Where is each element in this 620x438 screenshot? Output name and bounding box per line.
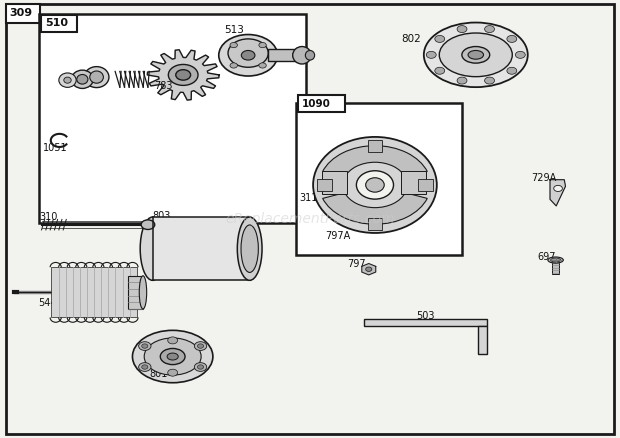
Ellipse shape: [356, 171, 394, 199]
Circle shape: [197, 365, 203, 369]
Circle shape: [507, 35, 517, 42]
Ellipse shape: [228, 39, 268, 67]
Polygon shape: [148, 50, 219, 100]
Ellipse shape: [140, 276, 147, 309]
Ellipse shape: [84, 67, 109, 88]
Polygon shape: [362, 264, 376, 275]
Circle shape: [142, 365, 148, 369]
Bar: [365, 319, 487, 326]
Wedge shape: [322, 146, 427, 177]
Ellipse shape: [167, 353, 178, 360]
Circle shape: [457, 77, 467, 84]
Wedge shape: [322, 193, 427, 224]
Text: 803: 803: [153, 211, 171, 220]
Text: 311: 311: [299, 193, 318, 203]
Bar: [401, 171, 426, 194]
Ellipse shape: [468, 50, 484, 59]
Text: 503: 503: [417, 311, 435, 321]
Bar: [268, 49, 302, 61]
Text: 510: 510: [45, 18, 68, 28]
Bar: [153, 217, 250, 280]
Circle shape: [139, 342, 151, 350]
Bar: [298, 95, 345, 112]
Ellipse shape: [77, 74, 88, 84]
Circle shape: [168, 369, 177, 376]
Ellipse shape: [306, 50, 314, 60]
Polygon shape: [550, 180, 565, 206]
Text: 544: 544: [38, 298, 56, 308]
Circle shape: [435, 67, 445, 74]
Circle shape: [427, 51, 436, 58]
Circle shape: [366, 267, 372, 272]
Ellipse shape: [140, 217, 165, 280]
Circle shape: [175, 70, 190, 80]
Text: 310: 310: [39, 212, 58, 222]
Circle shape: [197, 344, 203, 348]
Bar: [41, 14, 77, 32]
Circle shape: [457, 25, 467, 32]
Ellipse shape: [440, 33, 512, 77]
Circle shape: [142, 344, 148, 348]
Ellipse shape: [293, 46, 311, 64]
Bar: [552, 261, 559, 274]
Ellipse shape: [71, 70, 93, 88]
Ellipse shape: [237, 217, 262, 280]
Text: 697: 697: [538, 252, 556, 262]
Text: 1051: 1051: [43, 143, 68, 153]
Circle shape: [259, 42, 266, 48]
Ellipse shape: [241, 50, 255, 60]
Circle shape: [168, 337, 177, 344]
Ellipse shape: [548, 257, 564, 263]
Bar: [317, 179, 332, 191]
Ellipse shape: [551, 258, 560, 262]
Bar: [368, 140, 383, 152]
Ellipse shape: [133, 330, 213, 383]
Circle shape: [230, 63, 237, 68]
Ellipse shape: [90, 71, 104, 83]
Bar: [296, 103, 462, 255]
Bar: [6, 4, 40, 22]
Bar: [128, 276, 143, 309]
Circle shape: [259, 63, 266, 68]
Text: 797A: 797A: [326, 230, 351, 240]
Ellipse shape: [64, 77, 71, 83]
Text: 802: 802: [402, 34, 422, 44]
Text: 797: 797: [347, 258, 366, 268]
Bar: [51, 267, 137, 318]
Circle shape: [169, 64, 198, 85]
Text: 513: 513: [224, 25, 244, 35]
Circle shape: [194, 363, 206, 371]
Text: 729A: 729A: [531, 173, 557, 183]
Ellipse shape: [313, 137, 437, 233]
Bar: [368, 218, 383, 230]
Ellipse shape: [219, 35, 278, 76]
Ellipse shape: [462, 46, 490, 63]
Circle shape: [194, 342, 206, 350]
Circle shape: [507, 67, 517, 74]
Ellipse shape: [241, 225, 259, 272]
Ellipse shape: [59, 73, 76, 87]
Ellipse shape: [141, 220, 155, 230]
Ellipse shape: [424, 22, 528, 87]
Text: 783: 783: [154, 81, 172, 91]
Circle shape: [515, 51, 525, 58]
Bar: [418, 179, 433, 191]
Circle shape: [554, 185, 562, 191]
Ellipse shape: [366, 178, 384, 192]
Circle shape: [485, 25, 495, 32]
Bar: [322, 171, 347, 194]
Text: 309: 309: [9, 8, 32, 18]
Circle shape: [485, 77, 495, 84]
Circle shape: [230, 42, 237, 48]
Ellipse shape: [161, 349, 185, 364]
Circle shape: [139, 363, 151, 371]
Bar: [39, 14, 306, 223]
Text: 801: 801: [149, 369, 167, 379]
Text: 1090: 1090: [302, 99, 331, 109]
Bar: [478, 326, 487, 354]
Ellipse shape: [144, 338, 201, 375]
Text: eReplacementParts.com: eReplacementParts.com: [225, 212, 395, 226]
Circle shape: [435, 35, 445, 42]
